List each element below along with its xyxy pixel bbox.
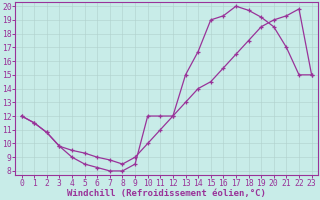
X-axis label: Windchill (Refroidissement éolien,°C): Windchill (Refroidissement éolien,°C) xyxy=(67,189,266,198)
